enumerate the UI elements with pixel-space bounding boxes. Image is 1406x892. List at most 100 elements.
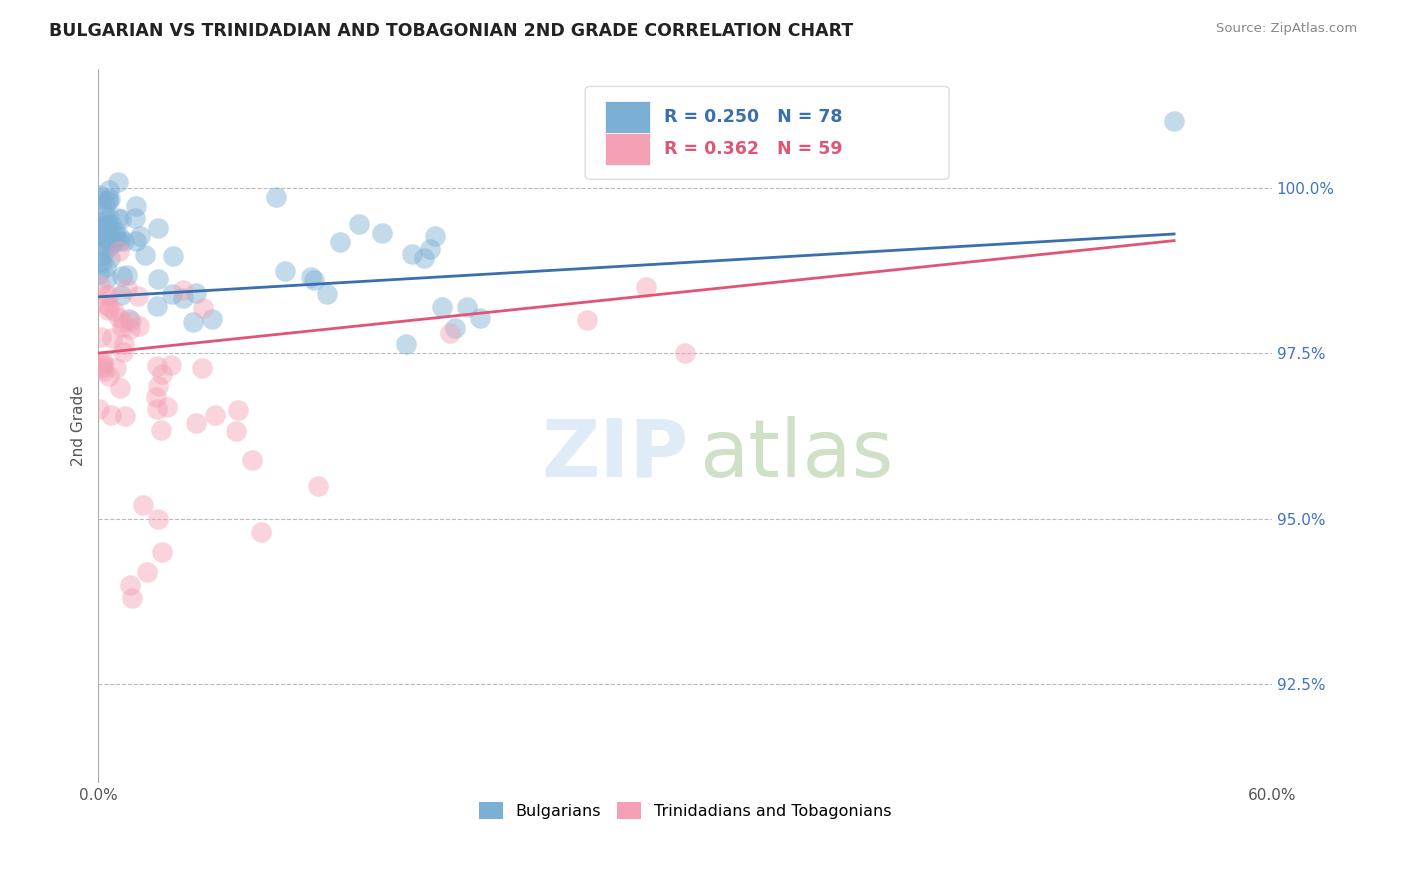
Point [468,310,491,325]
Point [172,291,194,305]
Point [87,215,110,229]
Point [94,231,117,245]
Point [108,310,131,325]
Text: ZIP: ZIP [541,416,688,493]
Point [128,318,150,333]
Point [98,368,121,383]
Point [114,409,136,424]
Point [93,364,115,378]
Point [96,231,118,245]
Point [162,286,184,301]
Point [112,234,135,248]
Point [108,244,131,259]
Point [150,368,173,382]
Point [439,326,461,341]
Point [121,591,143,605]
Point [93,359,115,373]
Point [395,337,418,351]
Point [98,192,121,206]
Point [112,315,135,329]
Point [89,221,111,235]
Point [120,578,142,592]
Point [97,232,120,246]
Point [304,273,326,287]
Point [89,254,111,268]
Point [101,331,124,345]
Point [145,391,167,405]
Point [204,409,226,423]
Point [87,402,110,417]
Point [110,287,132,301]
Text: Source: ZipAtlas.com: Source: ZipAtlas.com [1216,22,1357,36]
Point [124,234,146,248]
Point [160,359,183,373]
Point [90,330,112,344]
Point [108,228,131,243]
Point [104,230,127,244]
Point [226,402,249,417]
Point [91,254,114,268]
Point [145,299,167,313]
Point [184,416,207,430]
Text: R = 0.362   N = 59: R = 0.362 N = 59 [664,139,842,158]
Legend: Bulgarians, Trinidadians and Tobagonians: Bulgarians, Trinidadians and Tobagonians [472,796,897,825]
Point [90,192,112,206]
Point [146,359,169,373]
Point [90,356,112,370]
Point [148,272,170,286]
Text: atlas: atlas [699,416,894,493]
Point [98,300,121,314]
Point [149,423,172,437]
Point [201,311,224,326]
Point [104,225,127,239]
Point [576,313,599,327]
Point [299,270,322,285]
Point [94,241,117,255]
Point [146,401,169,416]
Point [97,183,120,197]
Point [456,300,478,314]
Point [94,197,117,211]
Point [124,211,146,226]
Point [100,218,122,232]
Point [150,545,173,559]
Point [371,226,394,240]
Point [100,252,122,266]
Point [156,400,179,414]
Point [132,499,155,513]
Point [419,243,441,257]
Point [100,408,122,422]
FancyBboxPatch shape [605,133,650,165]
Point [94,260,117,275]
Point [91,248,114,262]
Point [104,234,127,248]
Point [104,361,127,376]
Point [107,211,129,226]
Point [108,381,131,395]
Point [90,227,112,242]
Point [273,264,295,278]
Point [316,287,339,301]
Point [96,214,118,228]
Point [115,268,138,283]
Point [191,301,214,315]
Point [111,268,134,283]
Point [250,524,273,539]
Point [135,565,157,579]
Point [127,289,149,303]
Point [94,288,117,302]
Point [443,321,465,335]
Point [423,229,446,244]
Point [103,304,125,318]
Point [97,210,120,224]
Point [97,221,120,235]
Point [120,314,142,328]
FancyBboxPatch shape [585,87,949,179]
Point [307,478,329,492]
Point [97,192,120,206]
Point [242,452,264,467]
Y-axis label: 2nd Grade: 2nd Grade [72,385,86,467]
Point [172,283,194,297]
Point [129,229,152,244]
Text: BULGARIAN VS TRINIDADIAN AND TOBAGONIAN 2ND GRADE CORRELATION CHART: BULGARIAN VS TRINIDADIAN AND TOBAGONIAN … [49,22,853,40]
